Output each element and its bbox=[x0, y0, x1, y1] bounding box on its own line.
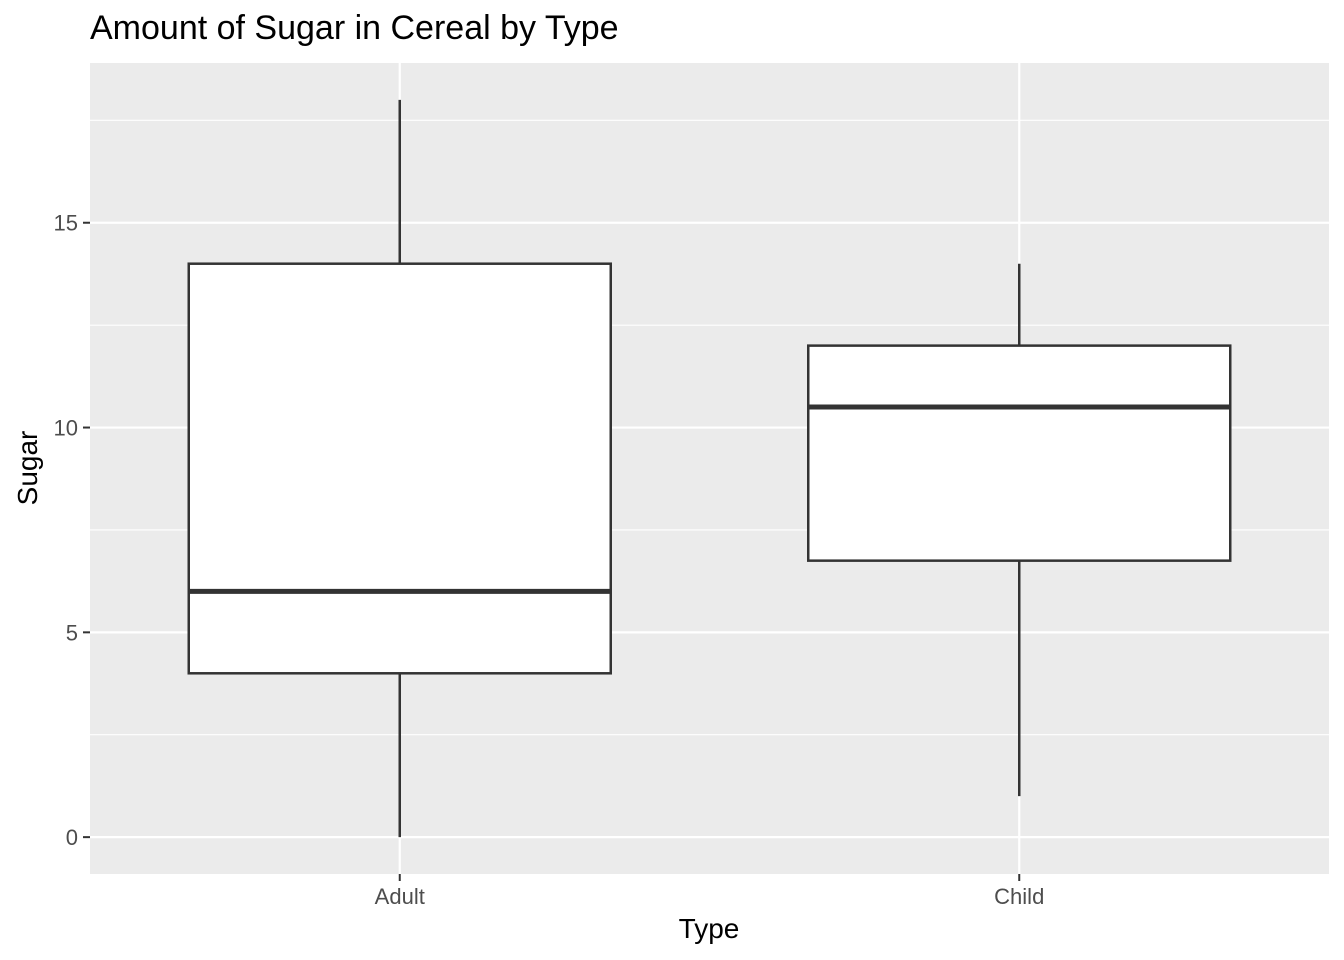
box-adult bbox=[187, 99, 612, 838]
x-axis: Adult Child bbox=[375, 874, 1044, 909]
y-tick-label: 15 bbox=[54, 211, 78, 236]
y-axis: 0 5 10 15 bbox=[54, 211, 90, 850]
boxes bbox=[187, 99, 1232, 838]
chart-title: Amount of Sugar in Cereal by Type bbox=[90, 9, 619, 47]
iqr-box bbox=[187, 262, 612, 675]
x-tick-label: Adult bbox=[375, 884, 425, 909]
y-tick-label: 0 bbox=[66, 825, 78, 850]
x-tick-label: Child bbox=[994, 884, 1044, 909]
box-child bbox=[807, 263, 1232, 797]
y-tick-label: 5 bbox=[66, 620, 78, 645]
y-axis-title: Sugar bbox=[12, 431, 43, 506]
x-axis-title: Type bbox=[679, 913, 740, 944]
y-tick-label: 10 bbox=[54, 416, 78, 441]
iqr-box bbox=[807, 344, 1232, 562]
